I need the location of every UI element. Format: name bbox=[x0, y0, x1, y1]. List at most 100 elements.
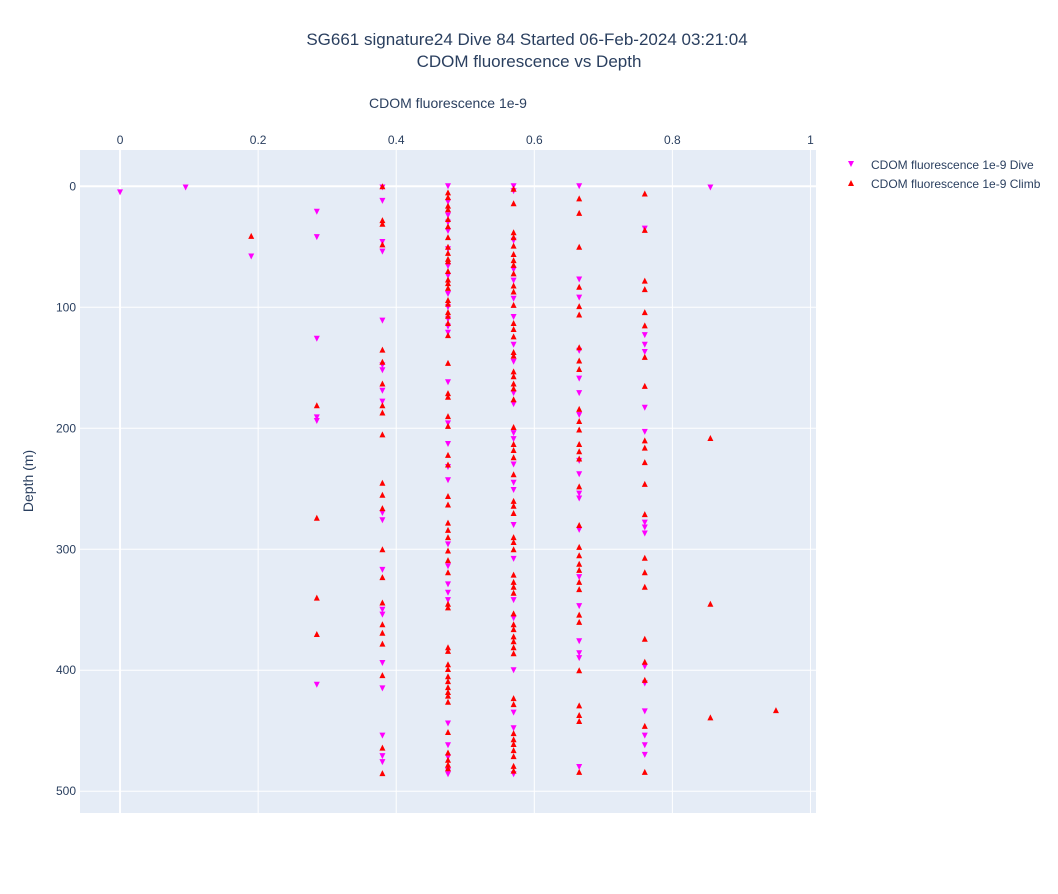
dive-point[interactable] bbox=[576, 603, 583, 610]
dive-point[interactable] bbox=[510, 436, 517, 443]
climb-point[interactable] bbox=[576, 611, 583, 618]
climb-point[interactable] bbox=[576, 552, 583, 559]
dive-point[interactable] bbox=[576, 650, 583, 657]
climb-point[interactable] bbox=[445, 206, 451, 213]
climb-point[interactable] bbox=[445, 689, 451, 696]
climb-point[interactable] bbox=[641, 480, 648, 487]
climb-point[interactable] bbox=[445, 519, 451, 526]
climb-point[interactable] bbox=[576, 418, 583, 425]
dive-point[interactable] bbox=[641, 663, 648, 670]
climb-point[interactable] bbox=[445, 765, 451, 772]
dive-point[interactable] bbox=[510, 341, 517, 348]
dive-point[interactable] bbox=[379, 317, 386, 324]
climb-point[interactable] bbox=[445, 526, 451, 533]
climb-point[interactable] bbox=[313, 594, 320, 601]
dive-point[interactable] bbox=[707, 184, 714, 191]
climb-point[interactable] bbox=[510, 534, 517, 541]
dive-point[interactable] bbox=[510, 401, 517, 408]
climb-point[interactable] bbox=[576, 566, 583, 573]
climb-point[interactable] bbox=[445, 320, 451, 327]
climb-point[interactable] bbox=[510, 301, 517, 308]
dive-point[interactable] bbox=[445, 563, 451, 570]
climb-point[interactable] bbox=[445, 678, 451, 685]
climb-point[interactable] bbox=[510, 741, 517, 748]
climb-point[interactable] bbox=[379, 744, 386, 751]
dive-point[interactable] bbox=[379, 732, 386, 739]
climb-point[interactable] bbox=[510, 200, 517, 207]
dive-point[interactable] bbox=[445, 228, 451, 235]
climb-point[interactable] bbox=[510, 583, 517, 590]
climb-point[interactable] bbox=[576, 618, 583, 625]
climb-point[interactable] bbox=[313, 402, 320, 409]
climb-point[interactable] bbox=[379, 380, 386, 387]
dive-point[interactable] bbox=[641, 349, 648, 356]
climb-point[interactable] bbox=[510, 638, 517, 645]
climb-point[interactable] bbox=[510, 242, 517, 249]
dive-point[interactable] bbox=[641, 428, 648, 435]
dive-point[interactable] bbox=[445, 771, 451, 778]
climb-point[interactable] bbox=[641, 437, 648, 444]
climb-point[interactable] bbox=[641, 277, 648, 284]
climb-point[interactable] bbox=[510, 767, 517, 774]
dive-point[interactable] bbox=[313, 234, 320, 241]
dive-point[interactable] bbox=[641, 519, 648, 526]
climb-point[interactable] bbox=[445, 534, 451, 541]
climb-point[interactable] bbox=[576, 405, 583, 412]
dive-point[interactable] bbox=[445, 589, 451, 596]
dive-point[interactable] bbox=[641, 732, 648, 739]
climb-point[interactable] bbox=[510, 695, 517, 702]
climb-point[interactable] bbox=[576, 195, 583, 202]
climb-point[interactable] bbox=[445, 761, 451, 768]
climb-point[interactable] bbox=[445, 501, 451, 508]
climb-point[interactable] bbox=[510, 644, 517, 651]
climb-point[interactable] bbox=[510, 282, 517, 289]
climb-point[interactable] bbox=[445, 300, 451, 307]
climb-point[interactable] bbox=[641, 722, 648, 729]
climb-point[interactable] bbox=[510, 589, 517, 596]
climb-point[interactable] bbox=[510, 440, 517, 447]
climb-point[interactable] bbox=[379, 479, 386, 486]
climb-point[interactable] bbox=[576, 426, 583, 433]
climb-point[interactable] bbox=[510, 502, 517, 509]
climb-point[interactable] bbox=[576, 578, 583, 585]
climb-point[interactable] bbox=[445, 547, 451, 554]
dive-point[interactable] bbox=[510, 358, 517, 365]
climb-point[interactable] bbox=[510, 257, 517, 264]
climb-point[interactable] bbox=[510, 762, 517, 769]
climb-point[interactable] bbox=[445, 267, 451, 274]
dive-point[interactable] bbox=[313, 208, 320, 215]
climb-point[interactable] bbox=[379, 241, 386, 248]
climb-point[interactable] bbox=[576, 667, 583, 674]
climb-point[interactable] bbox=[445, 461, 451, 468]
climb-point[interactable] bbox=[379, 672, 386, 679]
climb-point[interactable] bbox=[576, 586, 583, 593]
climb-point[interactable] bbox=[445, 189, 451, 196]
climb-point[interactable] bbox=[510, 288, 517, 295]
dive-point[interactable] bbox=[641, 524, 648, 531]
climb-point[interactable] bbox=[445, 234, 451, 241]
climb-point[interactable] bbox=[510, 610, 517, 617]
climb-point[interactable] bbox=[510, 185, 517, 192]
dive-point[interactable] bbox=[576, 655, 583, 662]
dive-point[interactable] bbox=[641, 404, 648, 411]
climb-point[interactable] bbox=[445, 249, 451, 256]
dive-point[interactable] bbox=[510, 522, 517, 529]
dive-point[interactable] bbox=[641, 751, 648, 758]
climb-point[interactable] bbox=[379, 640, 386, 647]
climb-point[interactable] bbox=[510, 736, 517, 743]
climb-point[interactable] bbox=[641, 768, 648, 775]
dive-point[interactable] bbox=[182, 184, 189, 191]
climb-point[interactable] bbox=[379, 346, 386, 353]
climb-point[interactable] bbox=[379, 409, 386, 416]
dive-point[interactable] bbox=[576, 294, 583, 301]
climb-point[interactable] bbox=[510, 633, 517, 640]
dive-point[interactable] bbox=[445, 199, 451, 206]
climb-point[interactable] bbox=[510, 546, 517, 553]
climb-point[interactable] bbox=[445, 451, 451, 458]
climb-point[interactable] bbox=[445, 309, 451, 316]
dive-point[interactable] bbox=[379, 753, 386, 760]
climb-point[interactable] bbox=[707, 714, 714, 721]
dive-point[interactable] bbox=[510, 725, 517, 732]
dive-point[interactable] bbox=[576, 471, 583, 478]
climb-point[interactable] bbox=[379, 546, 386, 553]
